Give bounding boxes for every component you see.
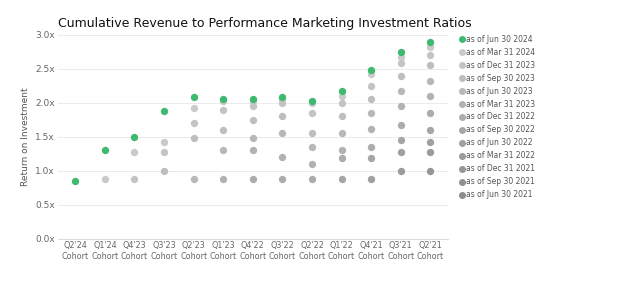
Point — [396, 49, 406, 54]
Point — [277, 131, 287, 136]
Point — [159, 149, 169, 154]
Point — [100, 177, 110, 181]
Point — [425, 53, 435, 58]
Point — [425, 45, 435, 49]
Point — [307, 111, 317, 115]
Point — [425, 149, 435, 154]
Point — [248, 118, 258, 122]
Point — [337, 177, 347, 181]
Point — [189, 177, 199, 181]
Point — [248, 98, 258, 103]
Point — [218, 128, 228, 132]
Point — [425, 39, 435, 44]
Point — [396, 122, 406, 127]
Point — [366, 72, 376, 77]
Point — [70, 179, 81, 183]
Point — [366, 68, 376, 72]
Point — [277, 177, 287, 181]
Point — [337, 148, 347, 153]
Point — [337, 88, 347, 93]
Point — [277, 97, 287, 102]
Point — [396, 104, 406, 109]
Point — [396, 54, 406, 59]
Point — [366, 97, 376, 102]
Point — [277, 114, 287, 119]
Point — [129, 149, 140, 154]
Point — [425, 111, 435, 115]
Point — [159, 109, 169, 113]
Point — [307, 162, 317, 166]
Point — [307, 131, 317, 136]
Point — [425, 128, 435, 132]
Point — [189, 136, 199, 141]
Point — [396, 88, 406, 93]
Point — [396, 149, 406, 154]
Point — [218, 97, 228, 102]
Point — [189, 105, 199, 110]
Point — [307, 145, 317, 149]
Point — [129, 134, 140, 139]
Point — [366, 84, 376, 88]
Point — [307, 98, 317, 103]
Point — [425, 94, 435, 98]
Point — [425, 79, 435, 84]
Point — [248, 136, 258, 141]
Y-axis label: Return on Investment: Return on Investment — [20, 88, 29, 186]
Point — [159, 139, 169, 144]
Point — [189, 121, 199, 125]
Point — [248, 104, 258, 109]
Point — [218, 99, 228, 104]
Point — [425, 63, 435, 68]
Point — [337, 94, 347, 98]
Point — [366, 177, 376, 181]
Point — [277, 155, 287, 159]
Point — [337, 131, 347, 136]
Point — [425, 140, 435, 145]
Point — [218, 177, 228, 181]
Point — [248, 177, 258, 181]
Point — [248, 148, 258, 153]
Point — [396, 138, 406, 143]
Point — [307, 177, 317, 181]
Point — [307, 100, 317, 105]
Point — [366, 111, 376, 115]
Point — [159, 168, 169, 173]
Point — [366, 145, 376, 149]
Point — [337, 114, 347, 119]
Point — [425, 168, 435, 173]
Point — [277, 95, 287, 100]
Point — [396, 73, 406, 78]
Point — [337, 100, 347, 105]
Point — [218, 107, 228, 112]
Point — [366, 126, 376, 131]
Point — [189, 95, 199, 100]
Point — [396, 168, 406, 173]
Point — [396, 61, 406, 66]
Text: Cumulative Revenue to Performance Marketing Investment Ratios: Cumulative Revenue to Performance Market… — [58, 17, 471, 30]
Point — [129, 177, 140, 181]
Point — [277, 100, 287, 105]
Point — [248, 97, 258, 102]
Point — [337, 156, 347, 161]
Legend: as of Jun 30 2024, as of Mar 31 2024, as of Dec 31 2023, as of Sep 30 2023, as o: as of Jun 30 2024, as of Mar 31 2024, as… — [460, 35, 535, 199]
Point — [366, 156, 376, 161]
Point — [218, 148, 228, 153]
Point — [100, 148, 110, 153]
